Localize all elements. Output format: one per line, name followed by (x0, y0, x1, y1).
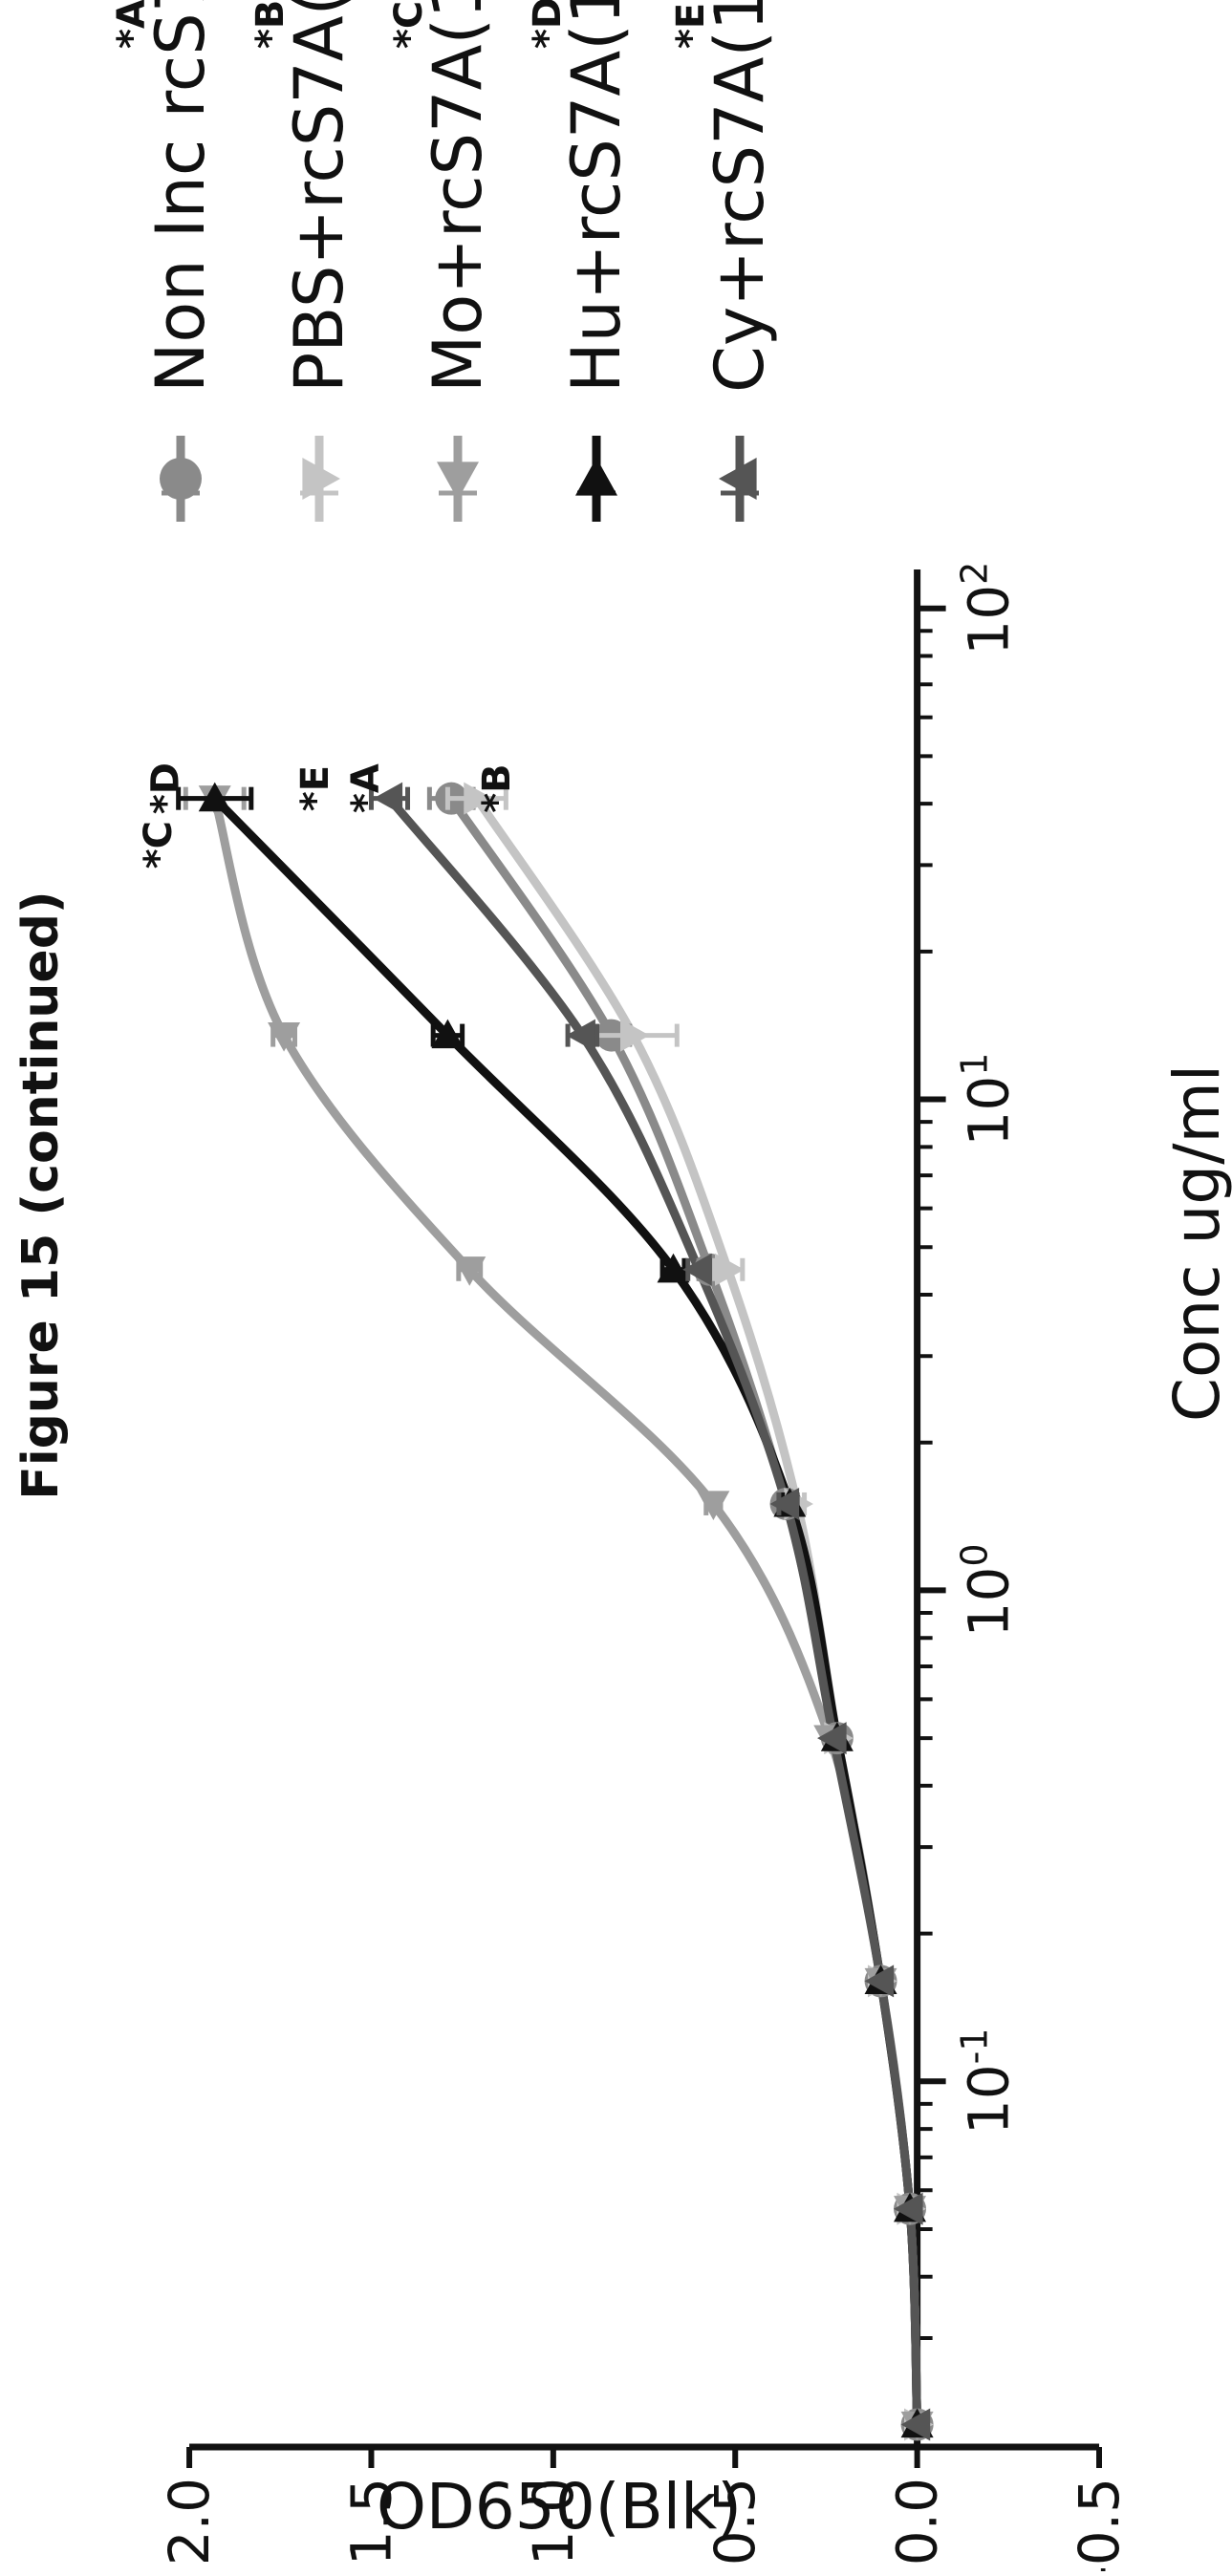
legend-tag-mo-rcs7a-1: *C (387, 1, 431, 49)
data-point-cy-rcs7a-1 (373, 782, 403, 815)
x-axis-label: Conc ug/ml (1160, 1064, 1232, 1422)
legend: Non Inc rcS7A(1)*A PBS+rcS7A(1)*B Mo+rcS7A… (110, 0, 779, 522)
legend-item-pbs-rcs7a-1: PBS+rcS7A(1)*B (249, 0, 358, 522)
data-point-hu-rcs7a-1 (431, 1019, 465, 1049)
legend-marker-cy-rcs7a-1 (719, 458, 757, 500)
chart-title: Figure 15 (continued) (12, 891, 70, 1499)
legend-item-cy-rcs7a-1: Cy+rcS7A(1)*E (669, 0, 779, 522)
y-tick-label: 0.0 (885, 2478, 950, 2565)
legend-item-non-inc-rcs7a-1: Non Inc rcS7A(1)*A (110, 0, 220, 522)
legend-label-mo-rcs7a-1: Mo+rcS7A(1) (419, 0, 497, 393)
data-point-cy-rcs7a-1 (864, 1964, 895, 1998)
data-point-cy-rcs7a-1 (900, 2408, 931, 2441)
x-tick-label: 100 (954, 1543, 1022, 1637)
legend-label-pbs-rcs7a-1: PBS+rcS7A(1) (280, 0, 358, 393)
legend-label-cy-rcs7a-1: Cy+rcS7A(1) (701, 0, 779, 393)
data-point-cy-rcs7a-1 (566, 1019, 595, 1052)
y-tick-label: 0.5 (702, 2478, 767, 2565)
annotation-a: *A (344, 763, 388, 813)
annotation-e: *E (293, 765, 337, 811)
legend-marker-pbs-rcs7a-1 (302, 458, 340, 500)
data-point-pbs-rcs7a-1 (620, 1019, 650, 1052)
legend-item-mo-rcs7a-1: Mo+rcS7A(1)*C (387, 0, 497, 522)
y-tick-label: -0.5 (1067, 2478, 1132, 2571)
y-tick-label: 1.5 (338, 2478, 403, 2565)
data-point-mo-rcs7a-1 (697, 1491, 730, 1520)
annotation-b: *B (475, 763, 519, 812)
legend-marker-mo-rcs7a-1 (437, 462, 479, 500)
legend-tag-hu-rcs7a-1: *D (526, 0, 570, 49)
axes-layer: -0.5 0.0 0.5 1.0 1.5 2.0 10-1 100 101 102 (157, 562, 1132, 2576)
legend-tag-pbs-rcs7a-1: *B (249, 0, 292, 49)
x-tick-label: 101 (954, 1053, 1022, 1147)
legend-label-hu-rcs7a-1: Hu+rcS7A(1) (557, 0, 636, 393)
x-tick-label: 10-1 (954, 2028, 1022, 2135)
y-tick-label: 1.0 (521, 2478, 586, 2565)
legend-marker-hu-rcs7a-1 (575, 458, 617, 496)
data-point-hu-rcs7a-1 (657, 1253, 690, 1283)
legend-label-non-inc-rcs7a-1: Non Inc rcS7A(1) (141, 0, 220, 393)
data-point-mo-rcs7a-1 (268, 1021, 301, 1052)
data-point-hu-rcs7a-1 (198, 782, 231, 812)
y-tick-label: 2.0 (157, 2478, 222, 2565)
annotation-c: *C (137, 821, 181, 869)
x-tick-label: 102 (954, 562, 1022, 655)
data-point-cy-rcs7a-1 (817, 1722, 847, 1755)
marks-layer: *A *B *C *D *E (137, 762, 934, 2441)
annotation-d: *D (144, 762, 188, 814)
data-point-mo-rcs7a-1 (453, 1256, 486, 1286)
data-point-cy-rcs7a-1 (894, 2192, 923, 2225)
data-point-pbs-rcs7a-1 (715, 1253, 745, 1286)
series-line-pbs-rcs7a-1 (473, 796, 922, 2425)
legend-tag-non-inc-rcs7a-1: *A (110, 0, 154, 49)
series-line-cy-rcs7a-1 (386, 795, 922, 2425)
series-line-non-inc-rcs7a-1 (447, 796, 922, 2425)
data-point-cy-rcs7a-1 (682, 1253, 712, 1286)
y-axis-label: OD650(Blk) (377, 2470, 742, 2544)
data-point-cy-rcs7a-1 (769, 1487, 800, 1520)
legend-tag-cy-rcs7a-1: *E (669, 3, 713, 49)
data-point-pbs-rcs7a-1 (464, 782, 493, 815)
legend-marker-non-inc-rcs7a-1 (160, 458, 202, 500)
legend-item-hu-rcs7a-1: Hu+rcS7A(1)*D (526, 0, 636, 522)
